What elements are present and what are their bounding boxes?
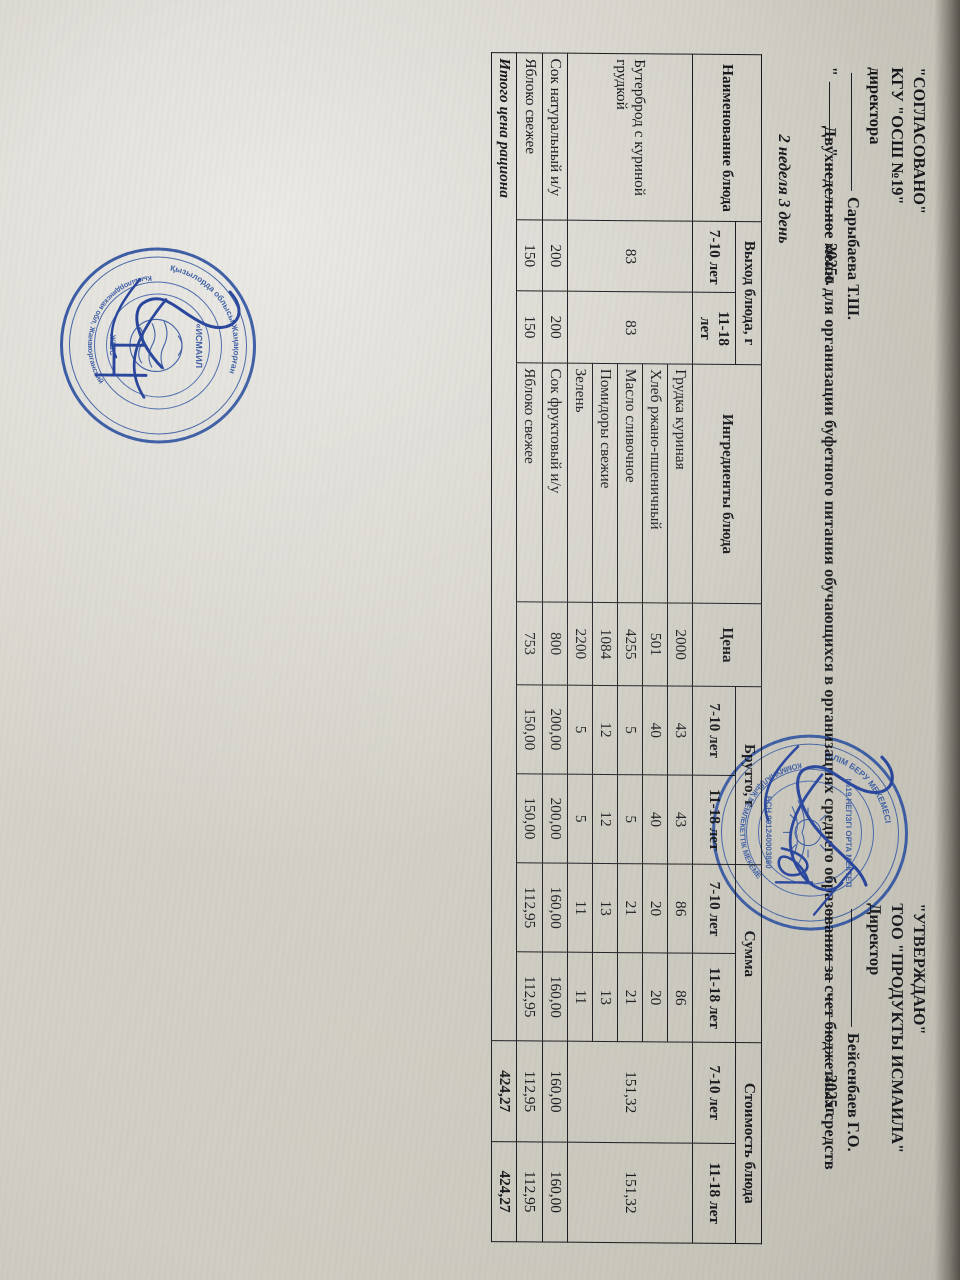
cell-sum-11-18: 160,00 <box>542 952 568 1042</box>
cell-brutto-11-18: 150,00 <box>516 773 543 864</box>
cell-sum-7-10: 21 <box>617 863 643 953</box>
th-brutto-7-10: 7-10 лет <box>692 685 736 776</box>
cell-cost-7-10: 151,32 <box>567 1041 693 1143</box>
school-director-name: Сарыбаева Т.Ш. <box>843 196 863 321</box>
document-sheet: "СОГЛАСОВАНО" КГУ "ОСШ №19" директора Са… <box>14 10 946 1269</box>
cell-brutto-7-10: 150,00 <box>516 684 543 774</box>
cell-cost-7-10: 112,95 <box>516 1041 543 1142</box>
table-total-row: Итого цена рациона 424,27 424,27 <box>491 52 517 1242</box>
cell-output-11-18: 83 <box>567 291 693 364</box>
school-role-label: директора <box>865 67 885 145</box>
th-dish-name: Наименование блюда <box>692 54 762 222</box>
cell-price: 4255 <box>617 602 643 686</box>
table-row: Яблоко свежее 150 150 Яблоко свежее 753 150,0… <box>516 52 543 1242</box>
cell-sum-7-10: 20 <box>642 863 668 954</box>
cell-price: 501 <box>642 603 668 686</box>
cell-brutto-11-18: 43 <box>667 774 693 865</box>
cell-brutto-11-18: 40 <box>642 774 668 865</box>
cell-ingredient: Зелень <box>567 362 593 603</box>
cell-dish-name: Яблоко свежее <box>516 52 543 221</box>
cell-ingredient: Грудка куриная <box>667 363 693 604</box>
school-date-line: " " 2025г. <box>819 67 841 397</box>
cell-brutto-11-18: 5 <box>617 774 643 864</box>
cell-cost-11-18: 151,32 <box>567 1141 693 1244</box>
document-header: "СОГЛАСОВАНО" КГУ "ОСШ №19" директора Са… <box>754 42 930 1247</box>
cell-sum-7-10: 160,00 <box>542 863 568 953</box>
cell-brutto-11-18: 12 <box>592 774 618 864</box>
table-row: Сок натуральный и/у 200 200 Сок фруктовый и… <box>542 52 568 1243</box>
cell-brutto-11-18: 200,00 <box>542 773 568 864</box>
cell-output-7-10: 150 <box>516 219 543 292</box>
cell-dish-name: Бутерброд с куриной грудкой <box>567 53 693 222</box>
approval-block-right: "УТВЕРЖДАЮ" ТОО "ПРОДУКТЫ ИСМАИЛА" Дирек… <box>819 903 930 1234</box>
cell-ingredient: Сок фруктовый и/у <box>542 362 568 603</box>
cell-price: 753 <box>516 602 543 685</box>
date-quote-open: " <box>821 66 841 77</box>
company-signature-line: Бейсенбаев Г.О. <box>842 903 864 1233</box>
cell-output-11-18: 150 <box>516 291 543 363</box>
cell-output-11-18: 200 <box>542 291 568 363</box>
cell-ingredient: Масло сливочное <box>617 363 643 604</box>
table-row: Бутерброд с куриной грудкой 83 83 Грудка ку… <box>567 53 693 1244</box>
cell-sum-11-18: 86 <box>667 953 693 1043</box>
cell-price: 2200 <box>567 602 593 686</box>
cell-price: 1084 <box>592 602 618 686</box>
cell-brutto-7-10: 200,00 <box>542 684 568 775</box>
cell-sum-11-18: 11 <box>567 952 593 1042</box>
company-date-year: 2025г. <box>821 1074 841 1118</box>
cell-total-label: Итого цена рациона <box>491 52 517 1042</box>
school-date-year: 2025г. <box>821 243 841 286</box>
th-output-11-18: 11-18 лет <box>692 292 736 365</box>
cell-output-7-10: 83 <box>567 220 693 293</box>
cell-brutto-7-10: 12 <box>592 685 618 775</box>
cell-price: 2000 <box>667 603 693 686</box>
menu-table: Наименование блюда Выход блюда, г Ингред… <box>491 52 762 1244</box>
approval-block-left: "СОГЛАСОВАНО" КГУ "ОСШ №19" директора Са… <box>819 67 930 398</box>
cell-sum-11-18: 20 <box>642 952 668 1043</box>
cell-ingredient: Хлеб ржано-пшеничный <box>642 363 668 604</box>
cell-sum-7-10: 112,95 <box>516 862 543 953</box>
cell-brutto-11-18: 5 <box>567 774 593 864</box>
cell-brutto-7-10: 43 <box>667 685 693 776</box>
th-brutto-11-18: 11-18 лет <box>692 775 736 865</box>
utverzhdayu-heading: "УТВЕРЖДАЮ" <box>910 903 929 1035</box>
cell-cost-11-18: 112,95 <box>516 1141 543 1242</box>
cell-total-cost-11-18: 424,27 <box>491 1141 517 1242</box>
soglasovano-heading: "СОГЛАСОВАНО" <box>910 67 929 215</box>
cell-price: 800 <box>542 602 568 685</box>
th-sum-7-10: 7-10 лет <box>692 864 736 954</box>
cell-cost-7-10: 160,00 <box>542 1041 568 1142</box>
cell-dish-name: Сок натуральный и/у <box>542 52 568 221</box>
cell-ingredient: Помидоры свежие <box>592 363 618 603</box>
cell-sum-7-10: 13 <box>592 863 618 953</box>
cell-sum-7-10: 11 <box>567 863 593 953</box>
th-output-7-10: 7-10 лет <box>692 221 736 293</box>
cell-sum-11-18: 13 <box>592 952 618 1042</box>
cell-sum-11-18: 112,95 <box>516 952 543 1042</box>
cell-total-cost-7-10: 424,27 <box>491 1040 517 1142</box>
menu-table-body: Бутерброд с куриной грудкой 83 83 Грудка ку… <box>491 52 693 1244</box>
cell-sum-11-18: 21 <box>617 952 643 1043</box>
school-org-name: КГУ "ОСШ №19" <box>887 67 907 205</box>
cell-ingredient: Яблоко свежее <box>516 362 543 603</box>
cell-output-7-10: 200 <box>542 220 568 292</box>
cell-sum-7-10: 86 <box>667 864 693 954</box>
th-ingredients: Ингредиенты блюда <box>692 363 762 605</box>
company-director-name: Бейсенбаев Г.О. <box>843 1032 863 1152</box>
school-signature-line: Сарыбаева Т.Ш. <box>842 67 864 397</box>
th-cost-11-18: 11-18 лет <box>692 1142 736 1244</box>
company-org-name: ТОО "ПРОДУКТЫ ИСМАИЛА" <box>887 903 907 1154</box>
cell-cost-11-18: 160,00 <box>542 1141 568 1243</box>
date-quote-close: " <box>821 147 841 158</box>
cell-brutto-7-10: 5 <box>617 685 643 775</box>
cell-brutto-7-10: 5 <box>567 684 593 775</box>
th-cost-7-10: 7-10 лет <box>692 1042 736 1144</box>
th-price: Цена <box>692 603 762 687</box>
company-role-label: Директор <box>865 903 885 976</box>
th-sum-11-18: 11-18 лет <box>692 953 736 1043</box>
cell-brutto-7-10: 40 <box>642 685 668 775</box>
company-date-line: 2025г. <box>819 903 841 1233</box>
